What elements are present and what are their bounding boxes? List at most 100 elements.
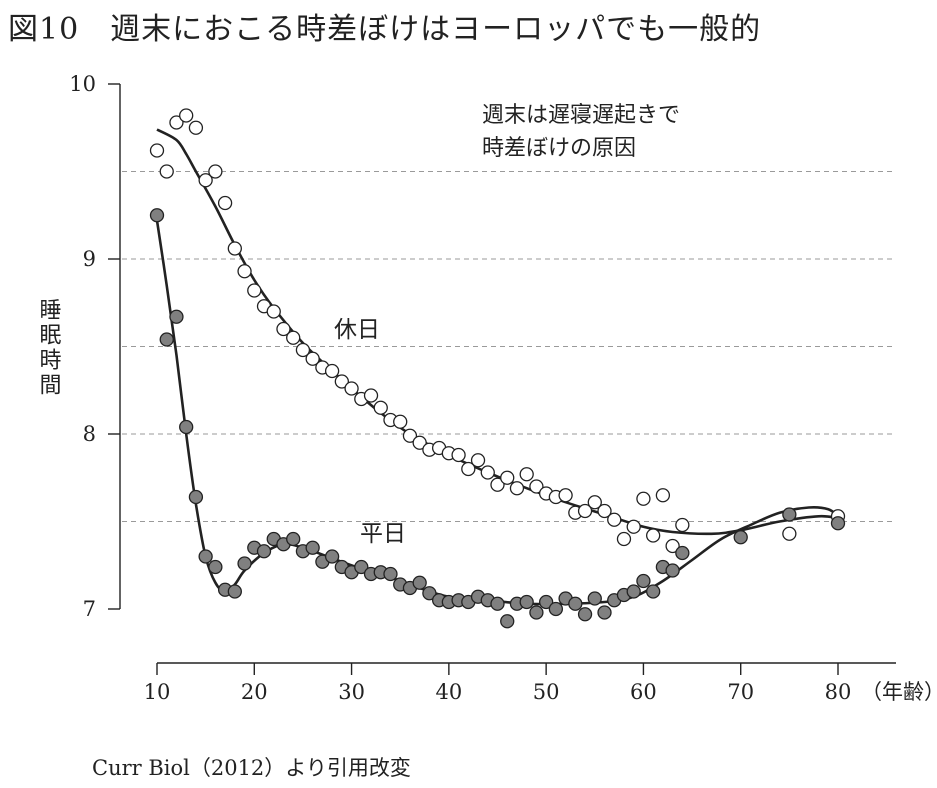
fit-curve-holiday (156, 128, 839, 536)
data-point-weekday (500, 614, 515, 629)
data-point-weekday (354, 559, 369, 575)
x-tick-label: 30 (338, 680, 365, 704)
data-point-holiday (305, 351, 320, 366)
data-point-weekday (305, 540, 320, 555)
data-point-holiday (295, 342, 311, 358)
data-point-holiday (227, 241, 242, 256)
data-point-holiday (198, 173, 213, 188)
data-point-weekday (169, 309, 184, 324)
data-point-holiday (500, 470, 515, 485)
y-tick-label: 7 (83, 597, 96, 621)
data-point-holiday (529, 479, 544, 494)
data-point-holiday (393, 414, 408, 429)
data-point-weekday (597, 605, 612, 620)
data-point-holiday (646, 528, 661, 543)
data-point-holiday (344, 381, 359, 396)
data-point-weekday (548, 601, 564, 617)
data-point-weekday (412, 575, 427, 590)
x-tick-label: 20 (241, 680, 268, 704)
data-point-holiday (490, 477, 505, 492)
data-point-weekday (782, 507, 797, 522)
series-label-weekday: 平日 (360, 521, 406, 547)
data-point-holiday (480, 465, 495, 480)
data-point-holiday (616, 531, 632, 547)
data-point-holiday (276, 321, 291, 337)
x-axis-label: （年齢） (861, 680, 937, 704)
x-tick-label: 10 (144, 680, 171, 704)
data-point-weekday (198, 549, 213, 564)
data-point-holiday (597, 503, 612, 519)
data-point-weekday (159, 332, 174, 347)
series-label-holiday: 休日 (334, 317, 380, 343)
y-tick-label: 8 (83, 422, 96, 446)
data-point-weekday (149, 208, 165, 223)
data-point-holiday (363, 388, 379, 403)
data-point-holiday (149, 143, 165, 158)
data-point-weekday (237, 556, 252, 571)
data-point-holiday (626, 519, 641, 534)
data-point-holiday (286, 330, 301, 345)
y-axis-label-text: 睡眠時間 (36, 298, 61, 398)
data-point-weekday (490, 596, 505, 611)
data-point-holiday (412, 435, 427, 450)
data-point-weekday (665, 563, 680, 578)
data-point-weekday (529, 605, 544, 620)
source-credit: Curr Biol（2012）より引用改変 (92, 756, 411, 780)
data-point-weekday (188, 489, 204, 505)
x-tick-label: 40 (435, 680, 462, 704)
data-point-weekday (675, 545, 690, 561)
data-point-holiday (636, 491, 651, 506)
data-point-holiday (217, 195, 233, 211)
data-point-weekday (227, 584, 242, 599)
data-point-holiday (558, 488, 573, 503)
data-point-holiday (577, 503, 593, 519)
data-point-weekday (577, 607, 593, 622)
data-point-holiday (237, 264, 252, 279)
x-tick-label: 50 (533, 680, 560, 704)
data-point-holiday (179, 108, 194, 123)
x-tick-label: 70 (727, 680, 754, 704)
data-point-holiday (470, 453, 486, 468)
data-point-holiday (188, 120, 204, 135)
y-axis-ticks: 7 8 9 10 (69, 72, 120, 621)
data-point-holiday (607, 512, 622, 527)
data-point-weekday (324, 549, 340, 564)
data-point-weekday (208, 559, 223, 575)
y-tick-label: 10 (69, 72, 96, 96)
data-point-holiday (169, 115, 184, 130)
y-tick-label: 9 (83, 247, 96, 271)
data-point-weekday (626, 584, 641, 599)
data-point-holiday (509, 481, 525, 496)
data-point-weekday (519, 594, 534, 610)
data-point-weekday (646, 584, 661, 599)
data-point-holiday (247, 283, 262, 298)
data-point-holiday (402, 428, 418, 443)
data-point-holiday (665, 538, 680, 554)
data-point-holiday (782, 526, 797, 541)
data-point-weekday (636, 573, 651, 589)
chart-title: 図10 週末におこる時差ぼけはヨーロッパでも一般的 (8, 12, 762, 47)
grid-lines (122, 171, 896, 522)
data-point-weekday (286, 531, 301, 547)
data-point-holiday (208, 164, 223, 179)
data-point-holiday (519, 467, 534, 482)
data-point-weekday (830, 516, 846, 531)
data-point-weekday (568, 596, 583, 611)
x-axis-ticks: 10 20 30 40 50 60 70 80 (144, 663, 852, 704)
annotation-line-1: 週末は遅寝遅起きで (482, 103, 680, 128)
data-point-holiday (324, 363, 340, 379)
data-point-holiday (266, 304, 281, 319)
data-point-weekday (179, 419, 194, 435)
data-point-holiday (461, 461, 476, 477)
data-point-holiday (334, 374, 349, 389)
data-point-weekday (538, 594, 554, 610)
data-point-holiday (675, 517, 690, 533)
x-tick-label: 80 (825, 680, 852, 704)
data-point-weekday (256, 544, 272, 559)
y-axis-label: 睡眠時間 (36, 298, 61, 398)
data-point-holiday (587, 495, 602, 510)
data-point-holiday (373, 400, 388, 415)
data-point-weekday (383, 566, 398, 582)
data-point-weekday (587, 591, 602, 606)
